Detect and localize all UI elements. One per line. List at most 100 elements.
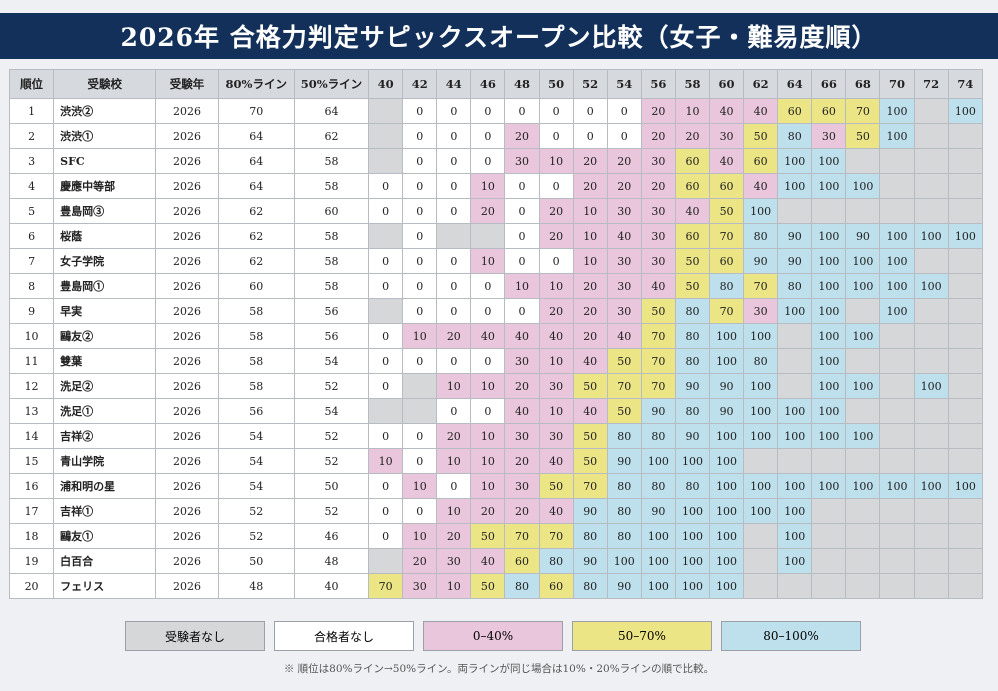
score-cell: 100 bbox=[743, 373, 779, 399]
score-cell bbox=[368, 223, 404, 249]
score-cell: 100 bbox=[879, 223, 915, 249]
score-cell bbox=[845, 498, 881, 524]
score-cell: 70 bbox=[538, 523, 574, 549]
score-cell: 0 bbox=[470, 123, 506, 149]
score-cell: 40 bbox=[572, 398, 608, 424]
legend-item-no-pass: 合格者なし bbox=[274, 621, 414, 651]
table-row: 5 豊島岡③ 2026 62 60 0 0 0 20 0 20 10 30 30 40 50 100 bbox=[8, 198, 984, 224]
score-cell: 20 bbox=[572, 273, 608, 299]
column-header: 70 bbox=[879, 69, 915, 99]
score-cell: 0 bbox=[436, 248, 472, 274]
score-cell: 10 bbox=[402, 473, 438, 499]
table-row: 10 鷗友② 2026 58 56 0 10 20 40 40 40 20 40 70 80 100 100 10… bbox=[8, 323, 984, 349]
table-row: 6 桜蔭 2026 62 58 0 0 20 10 40 30 60 70 80 90 100 90 100 100… bbox=[8, 223, 984, 249]
year-cell: 2026 bbox=[155, 448, 219, 474]
score-cell bbox=[947, 298, 984, 324]
score-cell: 20 bbox=[504, 448, 540, 474]
school-cell: 洗足② bbox=[53, 373, 157, 399]
score-cell bbox=[879, 398, 915, 424]
score-cell: 30 bbox=[538, 373, 574, 399]
score-cell: 50 bbox=[674, 273, 711, 299]
score-cell bbox=[947, 373, 984, 399]
score-cell: 40 bbox=[470, 548, 506, 574]
score-cell: 100 bbox=[879, 98, 915, 124]
score-cell: 80 bbox=[606, 523, 642, 549]
line50-cell: 52 bbox=[293, 498, 370, 524]
line50-cell: 60 bbox=[293, 198, 370, 224]
score-cell: 70 bbox=[743, 273, 779, 299]
score-cell: 0 bbox=[402, 273, 438, 299]
table-row: 14 吉祥② 2026 54 52 0 0 20 10 30 30 50 80 80 90 100 100 100… bbox=[8, 423, 984, 449]
score-cell: 10 bbox=[470, 473, 506, 499]
score-cell: 80 bbox=[674, 298, 711, 324]
score-cell: 20 bbox=[640, 98, 676, 124]
table-row: 16 浦和明の星 2026 54 50 0 10 0 10 30 50 70 80 80 80 100 100 1… bbox=[8, 473, 984, 499]
page-title: 2026年 合格力判定サピックスオープン比較（女子・難易度順） bbox=[0, 13, 998, 59]
score-cell bbox=[879, 498, 915, 524]
comparison-table-container: 順位 受験校 受験年 80%ライン 50%ライン 40 42 44 46 48 50 52 54 56 58… bbox=[8, 69, 984, 599]
score-cell: 30 bbox=[606, 298, 642, 324]
score-cell: 100 bbox=[777, 298, 813, 324]
score-cell: 80 bbox=[572, 523, 608, 549]
score-cell: 0 bbox=[368, 348, 404, 374]
score-cell: 90 bbox=[709, 398, 745, 424]
school-cell: 浦和明の星 bbox=[53, 473, 157, 499]
score-cell: 100 bbox=[845, 323, 881, 349]
score-cell: 100 bbox=[811, 348, 847, 374]
score-cell: 0 bbox=[436, 298, 472, 324]
score-cell: 80 bbox=[606, 423, 642, 449]
score-cell bbox=[845, 148, 881, 174]
line80-cell: 52 bbox=[217, 498, 295, 524]
score-cell: 0 bbox=[368, 373, 404, 399]
column-header: 80%ライン bbox=[217, 69, 295, 99]
score-cell bbox=[811, 573, 847, 599]
year-cell: 2026 bbox=[155, 423, 219, 449]
score-cell: 30 bbox=[606, 248, 642, 274]
score-cell: 100 bbox=[811, 323, 847, 349]
column-header: 42 bbox=[402, 69, 438, 99]
rank-cell: 13 bbox=[8, 398, 55, 424]
score-cell bbox=[811, 448, 847, 474]
score-cell: 100 bbox=[811, 273, 847, 299]
score-cell bbox=[845, 448, 881, 474]
rank-cell: 10 bbox=[8, 323, 55, 349]
score-cell: 20 bbox=[470, 198, 506, 224]
score-cell: 10 bbox=[538, 148, 574, 174]
score-cell bbox=[845, 523, 881, 549]
score-cell: 0 bbox=[402, 248, 438, 274]
legend-item-no-exam: 受験者なし bbox=[125, 621, 265, 651]
score-cell: 0 bbox=[538, 173, 574, 199]
year-cell: 2026 bbox=[155, 323, 219, 349]
score-cell: 0 bbox=[538, 123, 574, 149]
score-cell: 100 bbox=[947, 98, 984, 124]
score-cell: 0 bbox=[436, 348, 472, 374]
score-cell bbox=[947, 198, 984, 224]
score-cell bbox=[947, 523, 984, 549]
year-cell: 2026 bbox=[155, 498, 219, 524]
score-cell: 80 bbox=[640, 423, 676, 449]
line80-cell: 58 bbox=[217, 323, 295, 349]
score-cell: 50 bbox=[845, 123, 881, 149]
score-cell: 50 bbox=[709, 198, 745, 224]
score-cell: 0 bbox=[504, 298, 540, 324]
year-cell: 2026 bbox=[155, 573, 219, 599]
table-row: 11 雙葉 2026 58 54 0 0 0 0 30 10 40 50 70 80 100 80 100 bbox=[8, 348, 984, 374]
score-cell: 0 bbox=[504, 223, 540, 249]
line50-cell: 58 bbox=[293, 273, 370, 299]
score-cell: 40 bbox=[538, 498, 574, 524]
rank-cell: 6 bbox=[8, 223, 55, 249]
score-cell: 100 bbox=[845, 173, 881, 199]
score-cell: 100 bbox=[777, 423, 813, 449]
column-header: 66 bbox=[811, 69, 847, 99]
score-cell: 90 bbox=[640, 498, 676, 524]
column-header: 50%ライン bbox=[293, 69, 370, 99]
score-cell: 10 bbox=[504, 273, 540, 299]
score-cell: 10 bbox=[572, 248, 608, 274]
score-cell: 80 bbox=[674, 348, 711, 374]
score-cell: 0 bbox=[538, 98, 574, 124]
score-cell: 50 bbox=[572, 373, 608, 399]
score-cell bbox=[879, 348, 915, 374]
score-cell: 100 bbox=[674, 573, 711, 599]
line80-cell: 64 bbox=[217, 123, 295, 149]
score-cell: 30 bbox=[811, 123, 847, 149]
